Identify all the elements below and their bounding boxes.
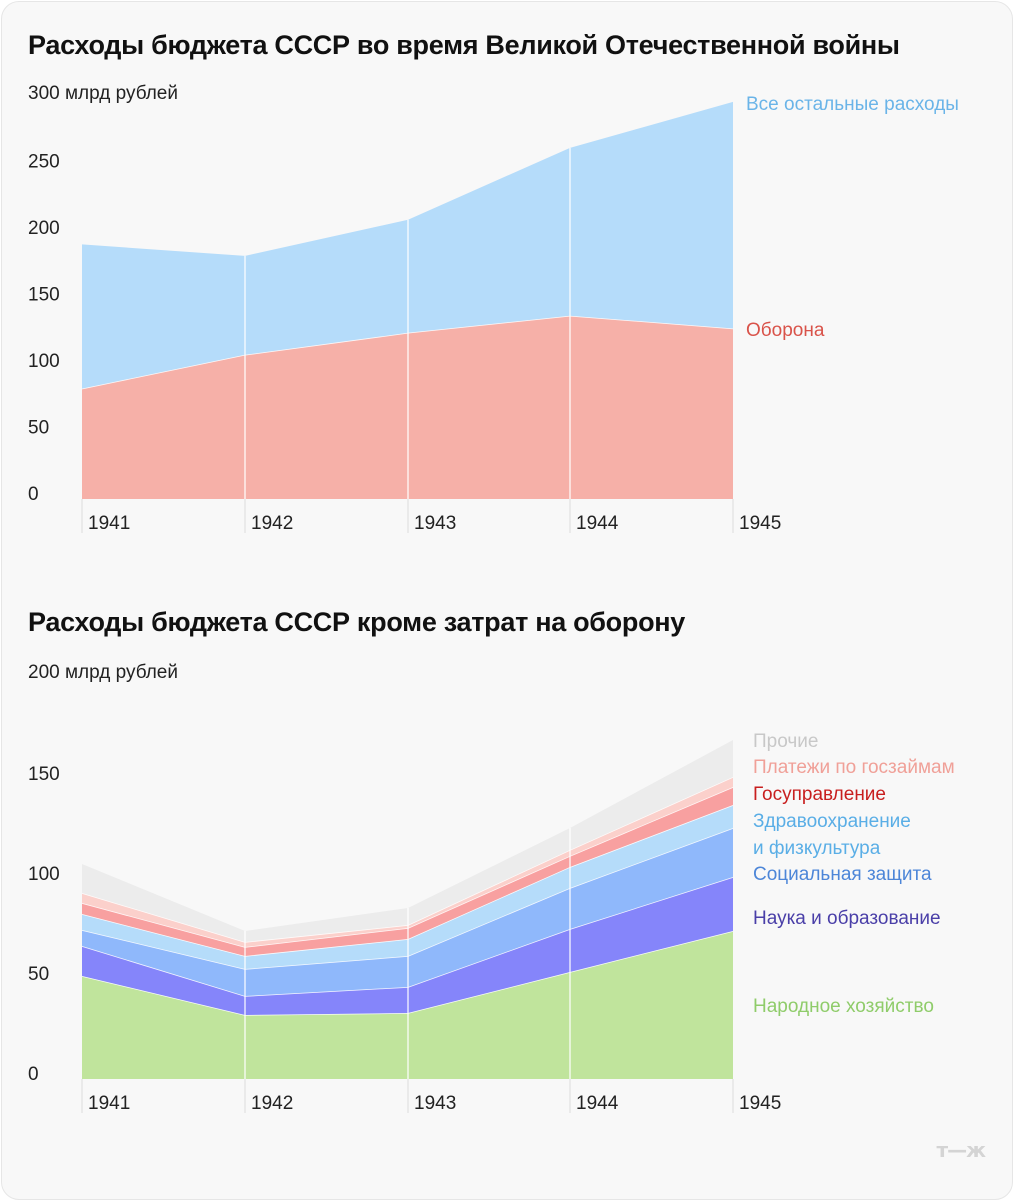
legend-label-5: Платежи по госзаймам [753,757,955,778]
y-tick-label: 200 [28,218,60,239]
x-tick-label: 1943 [414,513,456,534]
chart2-title: Расходы бюджета СССР кроме затрат на обо… [28,607,685,637]
x-tick-label: 1945 [739,1093,781,1114]
x-tick-label: 1942 [251,1093,293,1114]
legend-label-0: Народное хозяйство [753,996,934,1017]
chart2-unit-label: 200 млрд рублей [28,662,178,683]
chart1-title: Расходы бюджета СССР во время Великой От… [28,30,900,60]
legend-label-other: Все остальные расходы [746,94,959,115]
y-tick-label: 100 [28,864,60,885]
legend-label-3-line-0: Здравоохранение [753,811,911,832]
x-tick-label: 1941 [88,513,130,534]
x-tick-label: 1943 [414,1093,456,1114]
tzh-logo: т—ж [936,1138,986,1162]
legend-label-1: Наука и образование [753,908,941,929]
legend-label-6: Прочие [753,731,818,752]
x-tick-label: 1944 [576,513,619,534]
y-tick-label: 150 [28,764,60,785]
chart1-unit-label: 300 млрд рублей [28,83,178,104]
legend-label-4: Госуправление [753,784,886,805]
x-tick-label: 1945 [739,513,781,534]
y-tick-label: 50 [28,418,49,439]
y-tick-label: 150 [28,285,60,306]
x-tick-label: 1941 [88,1093,130,1114]
y-tick-label: 50 [28,964,49,985]
y-tick-label: 0 [28,1064,39,1085]
y-tick-label: 0 [28,484,39,505]
legend-label-2: Социальная защита [753,864,932,885]
y-tick-label: 100 [28,351,60,372]
y-tick-label: 250 [28,152,60,173]
legend-label-defense: Оборона [746,320,825,341]
x-tick-label: 1944 [576,1093,619,1114]
x-tick-label: 1942 [251,513,293,534]
legend-label-3-line-1: и физкультура [753,838,881,859]
